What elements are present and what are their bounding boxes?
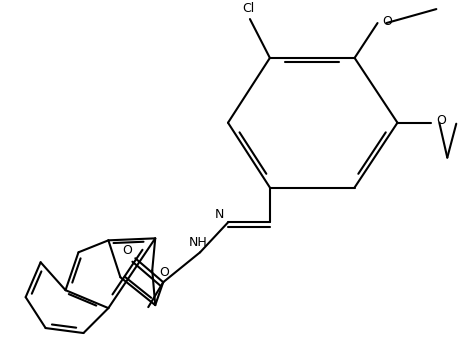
Text: O: O xyxy=(122,244,132,257)
Text: NH: NH xyxy=(188,236,207,249)
Text: Cl: Cl xyxy=(241,2,253,14)
Text: O: O xyxy=(436,114,445,127)
Text: O: O xyxy=(159,266,169,279)
Text: N: N xyxy=(214,208,223,221)
Text: O: O xyxy=(382,14,392,28)
